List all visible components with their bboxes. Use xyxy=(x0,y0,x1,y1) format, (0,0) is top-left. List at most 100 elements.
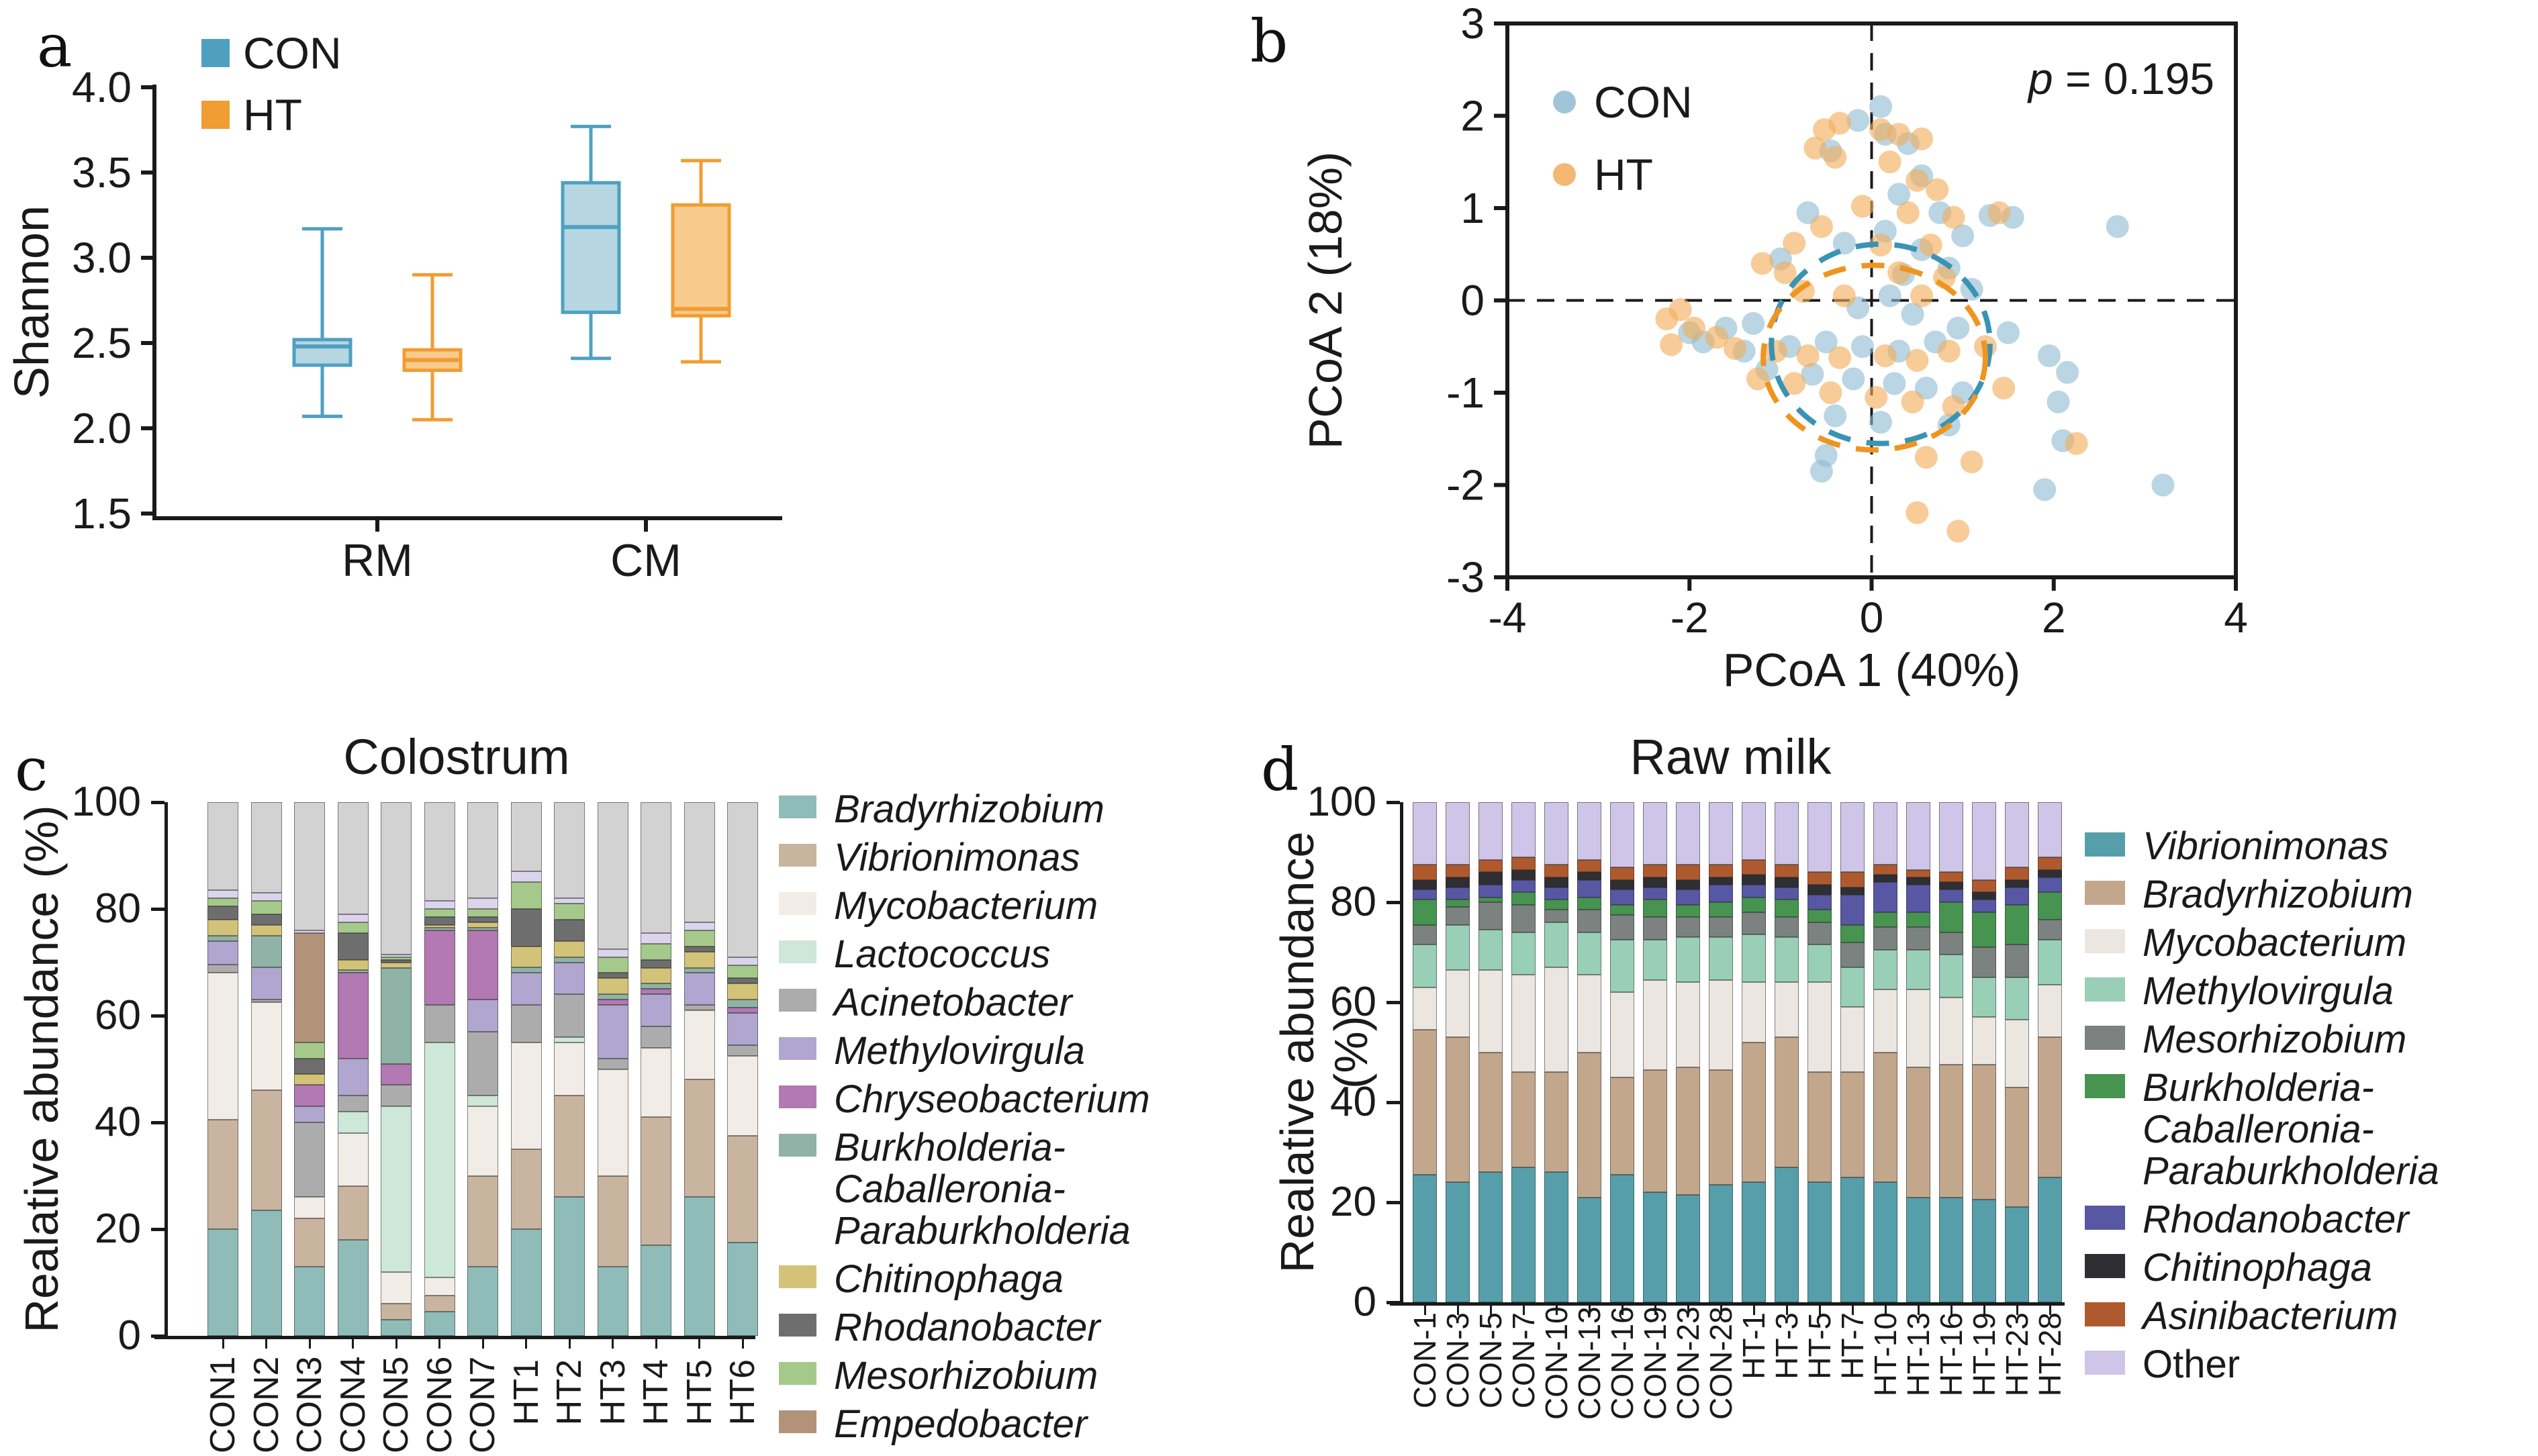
y-tick-label: 2.0 xyxy=(72,404,132,452)
x-tick-label: HT4 xyxy=(637,1359,675,1426)
segment-chitinophaga xyxy=(1906,877,1930,885)
data-point-ht xyxy=(1819,381,1842,404)
data-point-ht xyxy=(1910,284,1934,307)
data-point-ht xyxy=(1906,501,1929,524)
segment-burkholderia-caballeronia- xyxy=(1446,900,1470,908)
stacked-bar-CON-28 xyxy=(1709,802,1733,1302)
legend-swatch xyxy=(779,1134,816,1157)
segment-mycobacterium xyxy=(1807,982,1832,1073)
y-tick-label: 80 xyxy=(1330,879,1376,925)
data-point-con xyxy=(1850,335,1874,358)
box-ht-cm xyxy=(671,158,731,364)
segment-other xyxy=(337,802,369,915)
x-tick-label: HT-19 xyxy=(1967,1312,2002,1397)
segment-other xyxy=(1939,802,1963,873)
segment-asinibacterium xyxy=(1478,859,1503,873)
segment-methylovirgula xyxy=(554,962,585,995)
segment-vibrionimonas xyxy=(1413,1175,1437,1302)
legend-label: Chryseobacterium xyxy=(834,1077,1150,1121)
y-tick xyxy=(1386,801,1400,804)
segment-chitinophaga xyxy=(1775,877,1799,887)
segment-acinetobacter xyxy=(554,994,585,1037)
segment-burkholderia-caballeronia- xyxy=(1840,924,1865,942)
x-tick xyxy=(438,1339,440,1349)
stacked-bar-CON-1 xyxy=(1413,802,1437,1302)
segment-mycobacterium xyxy=(597,1069,628,1176)
segment-mesorhizobium xyxy=(1807,922,1832,945)
x-tick xyxy=(2049,1306,2051,1315)
segment-bradyrhizobium xyxy=(1610,1077,1634,1175)
stacked-bar-CON-13 xyxy=(1577,802,1601,1302)
segment-methylovirgula xyxy=(1807,944,1832,983)
segment-bradyrhizobium xyxy=(684,1197,715,1336)
segment-burkholderia-caballeronia- xyxy=(1709,902,1733,918)
segment-mesorhizobium xyxy=(1478,902,1503,930)
data-point-ht xyxy=(2065,432,2088,455)
segment-mycobacterium xyxy=(554,1042,585,1096)
x-tick xyxy=(741,1339,744,1349)
x-tick xyxy=(2016,1306,2018,1315)
segment-mycobacterium xyxy=(1775,982,1799,1038)
segment-vibrionimonas xyxy=(2038,1177,2062,1302)
segment-other xyxy=(250,802,282,893)
segment-methylovirgula xyxy=(1873,949,1897,990)
segment-chitinophaga xyxy=(1577,872,1601,880)
y-tick-label: 2.5 xyxy=(72,319,132,367)
stacked-bar-HT-23 xyxy=(2005,802,2029,1302)
segment-mesorhizobium xyxy=(467,909,498,918)
panel-label-a: a xyxy=(37,11,73,81)
segment-methylovirgula xyxy=(1643,939,1667,980)
segment-mycobacterium xyxy=(1709,979,1733,1070)
segment-asinibacterium xyxy=(1939,872,1963,883)
segment-vibrionimonas xyxy=(1972,1200,1996,1302)
data-point-ht xyxy=(1655,307,1679,330)
panel-c-plot-area: 0 20 40 60 80 100 CON1 CON2 CON3 CON4 CON5 CON6 CON7… xyxy=(0,725,1242,1456)
segment-mesorhizobium xyxy=(294,1042,325,1059)
y-tick xyxy=(1386,1301,1400,1304)
segment-mesorhizobium xyxy=(1906,927,1930,950)
segment-vibrionimonas xyxy=(641,1117,671,1245)
segment-acinetobacter xyxy=(381,1085,412,1107)
segment-rhodanobacter xyxy=(2038,877,2062,893)
data-point-ht xyxy=(1783,232,1806,255)
legend-label: Burkholderia-Caballeronia- Paraburkholde… xyxy=(2143,1066,2439,1193)
legend-swatch xyxy=(779,795,816,818)
segment-mycobacterium xyxy=(424,1277,455,1296)
segment-acinetobacter xyxy=(207,965,238,973)
legend-swatch xyxy=(779,989,816,1012)
x-tick-label: CON-5 xyxy=(1473,1312,1508,1409)
legend-label: Burkholderia-Caballeronia- Paraburkholde… xyxy=(834,1126,1131,1253)
x-tick-label: CON-19 xyxy=(1638,1306,1673,1420)
x-tick-label: 4 xyxy=(2224,593,2248,642)
stacked-bar-CON-19 xyxy=(1643,802,1667,1302)
segment-vibrionimonas xyxy=(684,1079,715,1198)
segment-mycobacterium xyxy=(467,1106,498,1176)
data-point-ht xyxy=(1887,123,1911,146)
legend-item-lactococcus: Lactococcus xyxy=(779,934,1242,975)
y-tick-label: 80 xyxy=(95,885,141,932)
segment-asinibacterium xyxy=(1972,879,1996,893)
data-point-ht xyxy=(1812,118,1836,142)
segment-mycobacterium xyxy=(1742,982,1766,1042)
segment-methylovirgula xyxy=(1544,922,1568,967)
segment-mycobacterium xyxy=(1676,982,1700,1067)
panel-d-plot-area: 0 20 40 60 80 100 CON-1 CON-3 CON-5 CON-7 CON-10 CO… xyxy=(1242,725,2538,1456)
segment-mycobacterium xyxy=(294,1197,325,1219)
segment-other xyxy=(1676,802,1700,865)
x-tick-label: HT-7 xyxy=(1835,1312,1870,1379)
segment-bradyrhizobium xyxy=(1643,1069,1667,1193)
segment-rhodanobacter xyxy=(1511,879,1536,893)
legend-swatch xyxy=(2085,881,2125,905)
segment-bradyrhizobium xyxy=(597,1266,628,1336)
data-point-ht xyxy=(1987,201,2011,224)
segment-lactococcus xyxy=(424,1042,455,1277)
stacked-bar-CON6 xyxy=(424,802,455,1336)
legend-item-mesorhizobium: Mesorhizobium xyxy=(2085,1019,2538,1061)
segment-acinetobacter xyxy=(250,1000,282,1003)
data-point-con xyxy=(1883,372,1906,395)
legend-label-ht: HT xyxy=(243,90,302,140)
segment-asinibacterium xyxy=(1906,869,1930,877)
segment-bradyrhizobium xyxy=(554,1197,585,1336)
segment-bradyrhizobium xyxy=(1939,1065,1963,1198)
segment-bradyrhizobium xyxy=(727,1242,758,1336)
